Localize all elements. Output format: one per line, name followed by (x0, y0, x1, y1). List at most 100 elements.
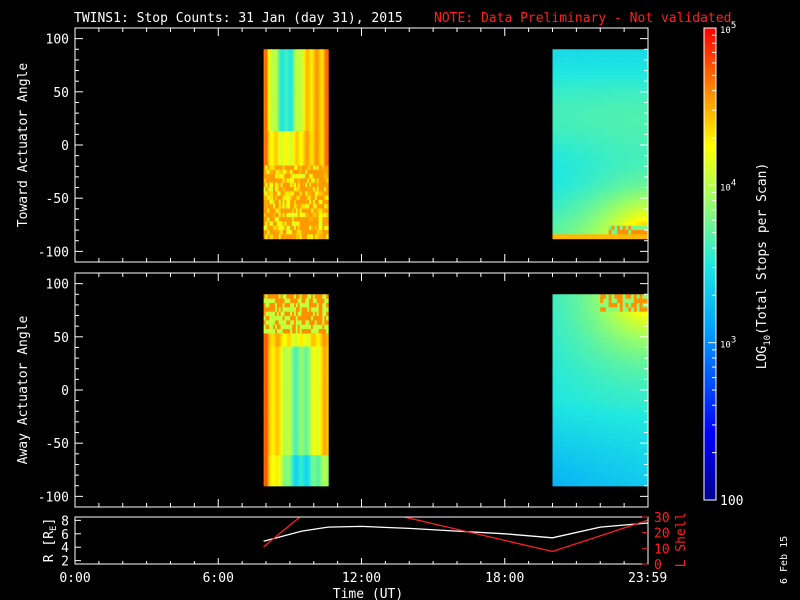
heat-cell (276, 416, 280, 422)
heat-cell (558, 450, 562, 456)
heat-cell (282, 118, 286, 124)
heat-cell (619, 66, 624, 72)
heat-cell (589, 152, 593, 158)
heat-cell (625, 225, 629, 231)
heat-cell (631, 131, 635, 136)
heat-cell (555, 178, 559, 184)
heat-cell (271, 381, 274, 387)
heat-cell (280, 481, 284, 487)
heat-cell (583, 169, 587, 175)
heat-cell (324, 481, 327, 487)
heat-cell (572, 350, 576, 356)
heat-cell (591, 113, 596, 119)
heat-cell (574, 398, 579, 404)
heat-cell (286, 126, 289, 132)
heat-cell (589, 88, 593, 93)
heat-cell (600, 204, 604, 210)
heat-cell (625, 57, 629, 63)
heat-cell (558, 420, 562, 426)
heat-cell (293, 477, 297, 482)
heat-cell (577, 195, 582, 201)
heat-cell (316, 420, 320, 426)
heat-cell (563, 407, 568, 413)
heat-cell (316, 337, 320, 343)
heat-cell (320, 463, 323, 469)
heat-cell (309, 126, 312, 132)
heat-cell (290, 450, 293, 456)
heat-cell (263, 477, 267, 482)
heat-cell (267, 298, 270, 304)
heat-cell (625, 161, 629, 167)
heat-cell (577, 152, 582, 158)
heat-cell (286, 83, 289, 89)
heat-cell (617, 109, 621, 115)
heat-cell (303, 477, 306, 482)
heat-cell (286, 385, 289, 391)
heat-cell (286, 329, 289, 335)
heat-cell (639, 109, 643, 115)
heat-cell (603, 49, 607, 55)
heat-cell (297, 75, 301, 80)
heat-cell (311, 359, 314, 365)
heat-cell (293, 66, 297, 72)
heat-cell (642, 178, 646, 184)
heat-cell (276, 229, 280, 235)
heat-cell (572, 385, 576, 391)
heat-cell (267, 424, 270, 430)
heat-cell (267, 165, 270, 171)
heat-cell (316, 398, 320, 404)
heat-cell (583, 225, 587, 231)
heat-cell (583, 88, 587, 93)
heat-cell (309, 79, 312, 85)
heat-cell (290, 320, 293, 326)
heat-cell (600, 53, 604, 59)
heat-cell (580, 92, 584, 98)
heat-cell (288, 381, 291, 387)
heat-cell (271, 411, 274, 417)
heat-cell (603, 208, 607, 214)
heat-cell (282, 407, 286, 413)
heat-cell (301, 437, 305, 443)
heat-cell (628, 53, 632, 59)
heat-cell (288, 463, 291, 469)
heat-cell (293, 481, 297, 487)
heat-cell (269, 208, 272, 214)
heat-cell (316, 148, 320, 154)
heat-cell (605, 70, 610, 76)
heat-cell (631, 143, 635, 149)
heat-cell (311, 298, 314, 304)
heat-cell (642, 139, 646, 145)
heat-cell (274, 468, 278, 474)
heat-cell (586, 165, 590, 171)
heat-cell (267, 468, 270, 474)
heat-cell (322, 92, 325, 98)
heat-cell (314, 294, 318, 300)
heat-cell (269, 324, 272, 330)
heat-cell (290, 195, 293, 201)
heat-cell (290, 437, 293, 443)
heat-cell (322, 135, 325, 141)
heat-cell (286, 169, 289, 175)
heat-cell (299, 229, 303, 235)
heat-cell (305, 381, 308, 387)
heat-cell (316, 88, 320, 93)
heat-cell (594, 49, 599, 55)
heat-cell (622, 122, 627, 128)
heat-cell (295, 165, 299, 171)
heat-cell (574, 49, 579, 55)
heat-cell (274, 118, 278, 124)
heat-cell (293, 113, 297, 119)
heat-cell (288, 79, 291, 85)
heat-cell (314, 411, 318, 417)
heat-cell (594, 182, 599, 188)
heat-cell (292, 204, 295, 210)
heat-cell (311, 191, 314, 197)
heat-cell (572, 178, 576, 184)
heat-cell (318, 307, 322, 313)
heat-cell (311, 148, 314, 154)
heat-cell (645, 118, 649, 124)
heat-cell (591, 191, 596, 197)
heat-cell (605, 57, 610, 63)
heat-cell (265, 294, 269, 300)
heat-cell (276, 113, 280, 119)
